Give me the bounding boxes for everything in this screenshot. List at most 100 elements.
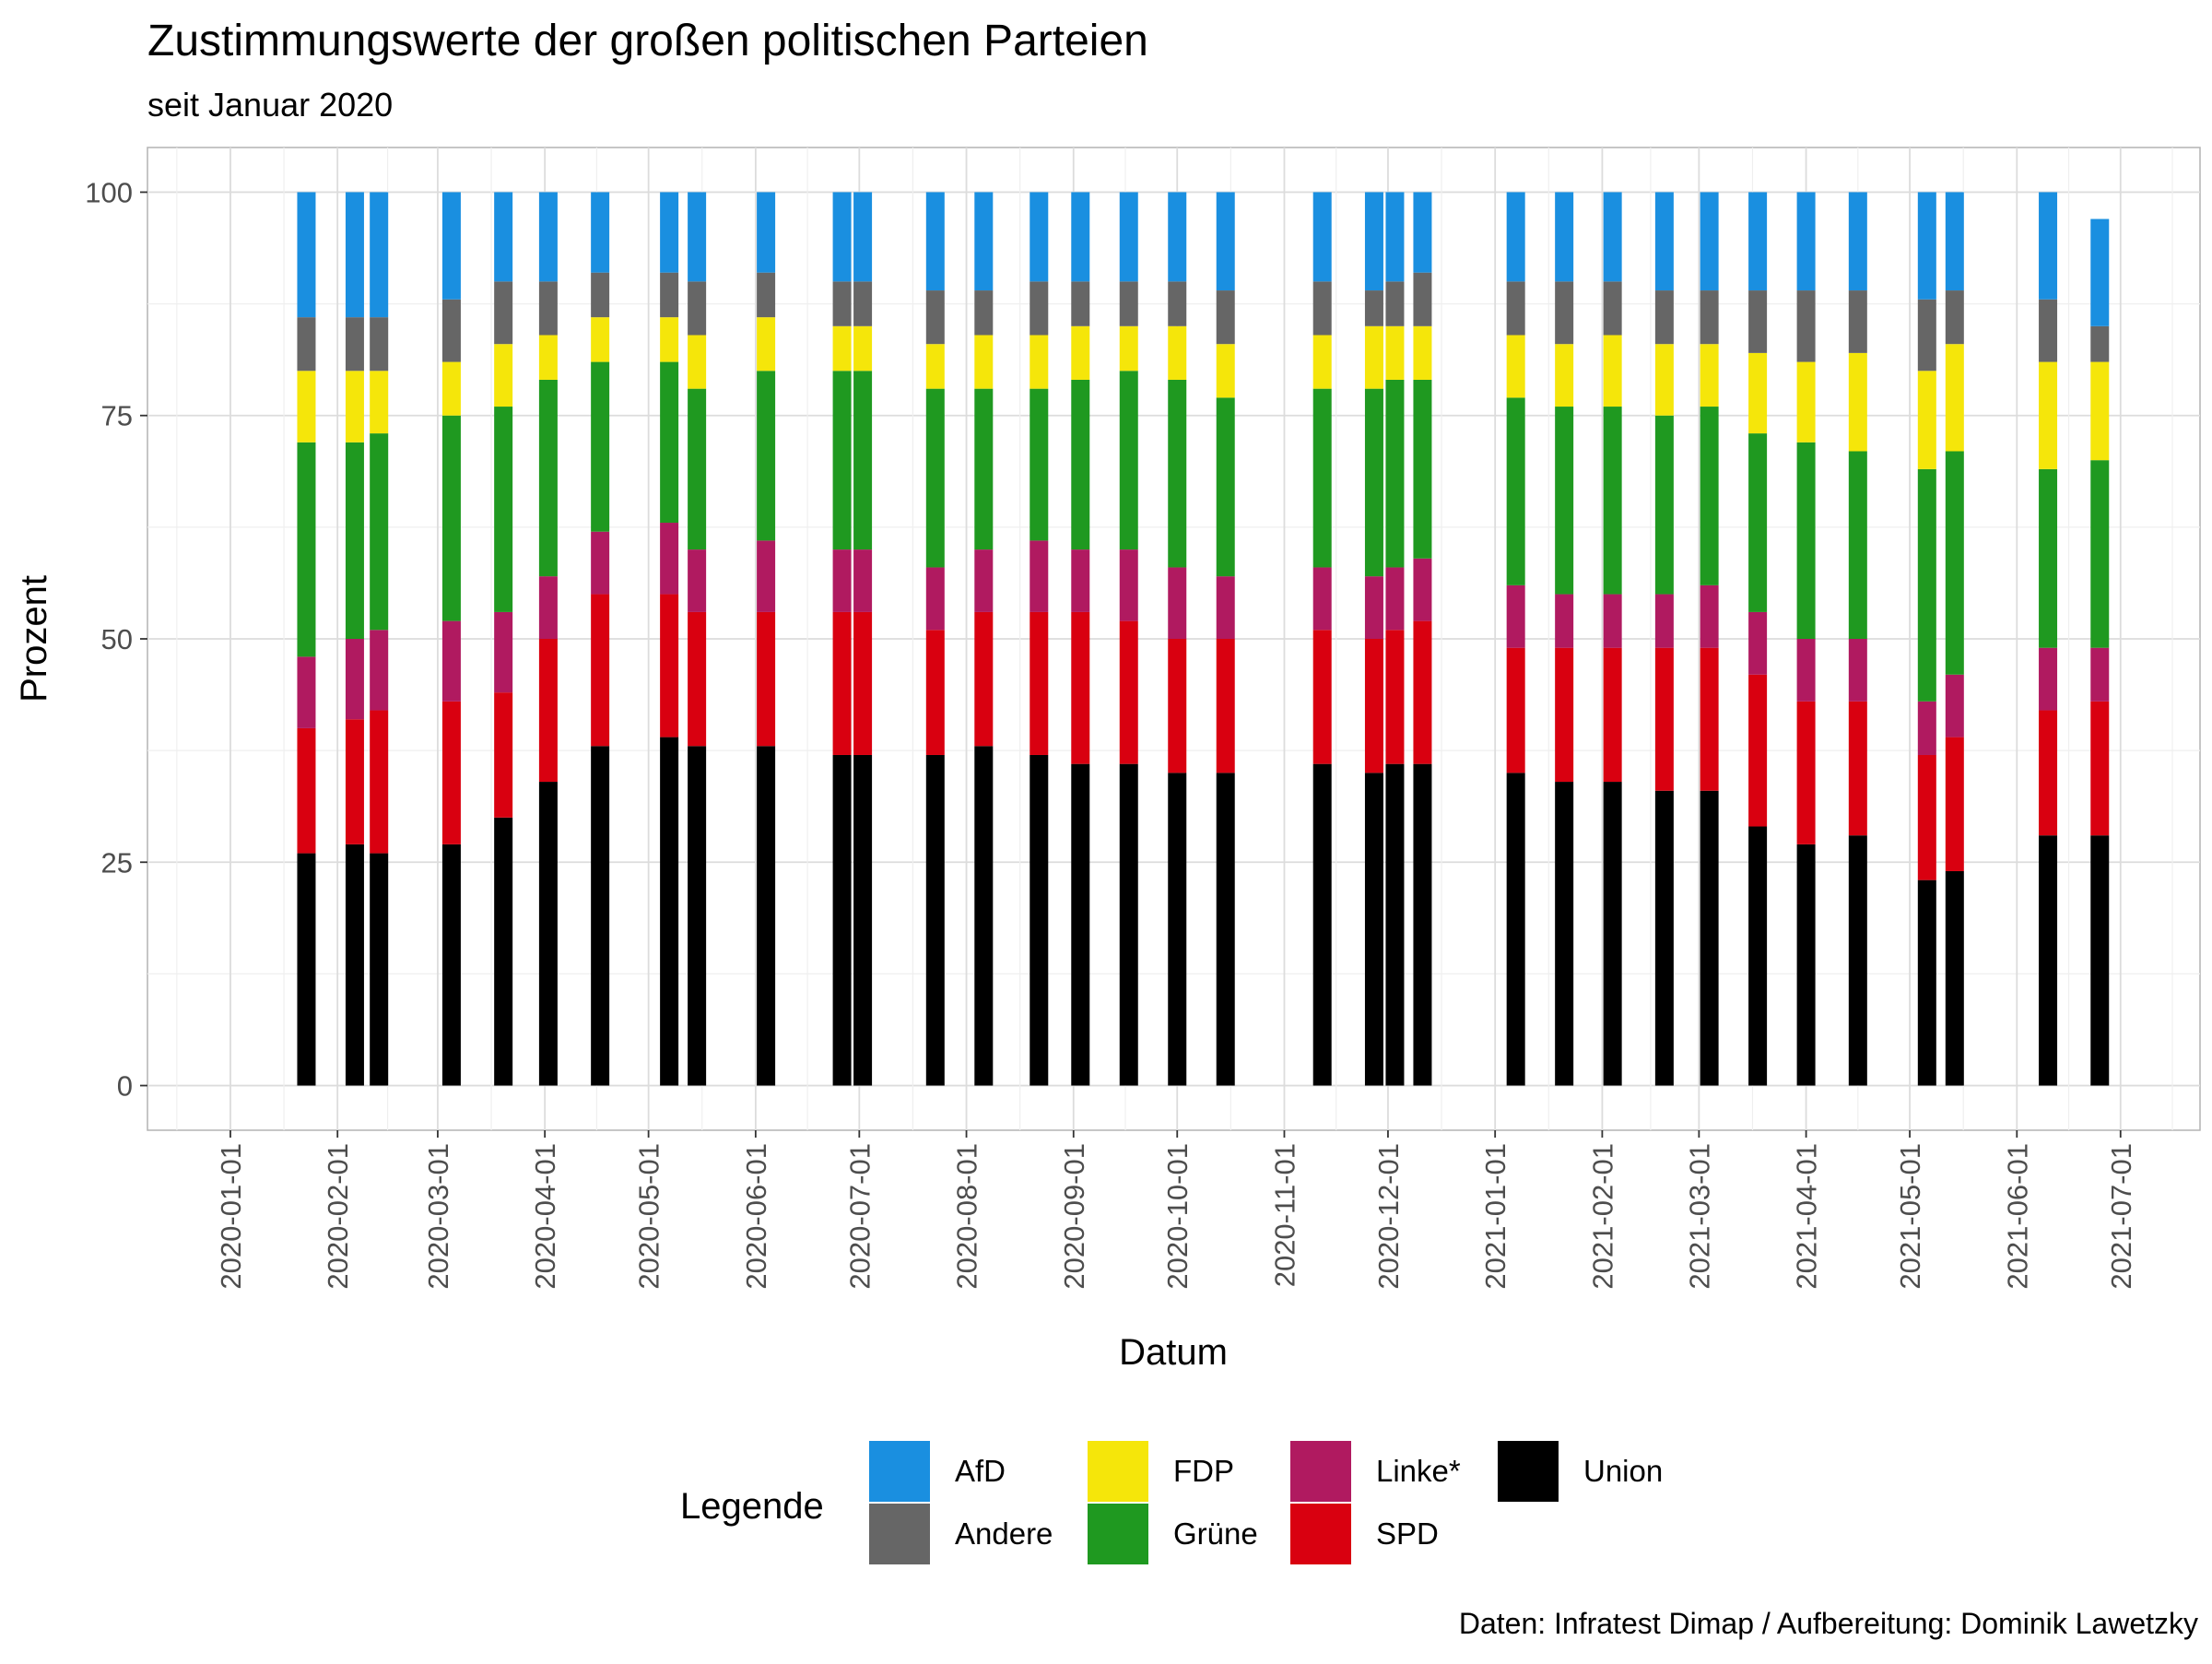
bar-andere-2020-02-13: [370, 317, 389, 372]
x-tick-label: 2020-10-01: [1161, 1143, 1194, 1290]
x-tick-label: 2020-12-01: [1372, 1143, 1405, 1290]
bar-linke-2021-04-01: [1796, 639, 1816, 702]
bar-union-2020-03-20: [494, 817, 513, 1086]
bar-grne-2020-03-20: [494, 407, 513, 612]
bar-union-2020-12-03: [1385, 763, 1405, 1086]
bar-grne-2020-04-02: [538, 379, 558, 577]
bar-union-2021-04-01: [1796, 844, 1816, 1086]
bar-spd-2020-07-23: [925, 630, 945, 755]
bar-grne-2020-06-26: [832, 371, 852, 550]
bar-union-2020-06-26: [832, 754, 852, 1086]
bar-spd-2020-08-06: [974, 611, 994, 747]
bar-grne-2021-05-06: [1917, 468, 1936, 702]
bar-andere-2021-06-25: [2090, 325, 2110, 362]
bar-grne-2020-09-17: [1119, 371, 1138, 550]
bar-linke-2021-03-04: [1700, 584, 1719, 648]
bar-spd-2020-02-06: [345, 719, 364, 844]
bar-fdp-2020-09-03: [1071, 325, 1090, 380]
bar-andere-2020-12-03: [1385, 281, 1405, 326]
bar-grne-2021-02-04: [1603, 407, 1622, 595]
bar-andere-2020-09-03: [1071, 281, 1090, 326]
bar-linke-2021-01-07: [1506, 584, 1525, 648]
y-tick-label: 25: [101, 846, 133, 879]
bar-spd-2021-02-04: [1603, 647, 1622, 783]
bar-andere-2021-02-19: [1654, 290, 1674, 345]
bar-grne-2021-03-18: [1748, 433, 1768, 612]
bar-andere-2021-01-21: [1555, 281, 1574, 345]
bar-fdp-2021-03-04: [1700, 344, 1719, 407]
bar-fdp-2021-05-06: [1917, 371, 1936, 469]
bar-grne-2020-03-05: [441, 415, 461, 621]
bar-spd-2020-07-02: [853, 611, 873, 755]
bar-fdp-2020-02-06: [345, 371, 364, 443]
bar-fdp-2020-06-04: [757, 317, 776, 372]
bar-fdp-2020-09-17: [1119, 325, 1138, 372]
bar-linke-2021-02-04: [1603, 594, 1622, 648]
bar-spd-2020-08-22: [1030, 611, 1049, 755]
bar-linke-2020-05-15: [688, 549, 707, 612]
x-tick-label: 2021-07-01: [2105, 1143, 2137, 1290]
bar-spd-2020-04-02: [538, 639, 558, 783]
legend-label: SPD: [1376, 1516, 1439, 1551]
legend-title: Legende: [680, 1486, 824, 1527]
bar-fdp-2021-06-10: [2039, 361, 2058, 469]
bar-afd-2021-05-06: [1917, 192, 1936, 300]
bar-spd-2020-06-26: [832, 611, 852, 755]
bar-linke-2020-05-07: [660, 523, 679, 595]
bar-andere-2020-05-15: [688, 281, 707, 336]
bar-grne-2021-01-07: [1506, 397, 1525, 585]
x-tick-label: 2020-07-01: [843, 1143, 876, 1290]
bar-afd-2020-02-13: [370, 192, 389, 318]
bar-spd-2020-12-03: [1385, 630, 1405, 764]
legend-label: Union: [1583, 1454, 1663, 1488]
bar-union-2021-01-07: [1506, 773, 1525, 1086]
bar-afd-2020-04-02: [538, 192, 558, 282]
bars-layer: [297, 192, 2110, 1086]
bar-union-2020-07-02: [853, 754, 873, 1086]
bar-afd-2020-10-01: [1168, 192, 1187, 282]
bar-spd-2020-09-17: [1119, 620, 1138, 764]
y-tick-label: 100: [85, 176, 133, 208]
bar-union-2020-04-17: [591, 746, 610, 1086]
bar-spd-2020-11-12: [1312, 630, 1332, 764]
chart-title: Zustimmungswerte der großen politischen …: [147, 17, 1148, 65]
bar-fdp-2020-01-23: [297, 371, 316, 443]
bar-linke-2020-04-17: [591, 531, 610, 595]
bar-linke-2020-10-15: [1216, 576, 1235, 639]
bar-union-2020-02-13: [370, 853, 389, 1086]
bar-linke-2020-04-02: [538, 576, 558, 639]
bar-union-2021-04-16: [1848, 835, 1867, 1086]
bar-afd-2020-10-15: [1216, 192, 1235, 291]
bar-fdp-2020-12-11: [1413, 325, 1432, 380]
bar-fdp-2021-01-07: [1506, 335, 1525, 398]
bar-grne-2021-04-16: [1848, 451, 1867, 639]
bar-grne-2020-05-07: [660, 361, 679, 524]
bar-fdp-2020-04-02: [538, 335, 558, 380]
bar-fdp-2020-07-23: [925, 344, 945, 389]
bar-union-2020-08-22: [1030, 754, 1049, 1086]
bar-afd-2021-06-25: [2090, 218, 2110, 326]
legend-key-spd: [1290, 1504, 1351, 1564]
bar-linke-2020-08-06: [974, 549, 994, 612]
bar-spd-2021-03-18: [1748, 674, 1768, 827]
bar-linke-2021-05-06: [1917, 701, 1936, 755]
bar-fdp-2020-06-26: [832, 325, 852, 372]
bar-grne-2020-08-22: [1030, 388, 1049, 541]
bar-afd-2020-03-20: [494, 192, 513, 282]
legend-label: AfD: [955, 1454, 1006, 1488]
bar-fdp-2020-03-20: [494, 344, 513, 407]
bar-fdp-2020-05-15: [688, 335, 707, 389]
bar-fdp-2020-11-12: [1312, 335, 1332, 389]
bar-fdp-2020-04-17: [591, 317, 610, 362]
axes-layer: 0 25 50 75 100 2020-01-01 2020-02-01 2020-03-01…: [85, 176, 2137, 1289]
legend-key-andere: [869, 1504, 930, 1564]
bar-andere-2020-04-02: [538, 281, 558, 336]
bar-spd-2021-05-14: [1945, 737, 1964, 871]
x-tick-label: 2021-02-01: [1586, 1143, 1618, 1290]
bar-linke-2021-02-19: [1654, 594, 1674, 648]
bar-linke-2020-11-12: [1312, 567, 1332, 631]
bar-afd-2020-01-23: [297, 192, 316, 318]
legend-label: Linke*: [1376, 1454, 1461, 1488]
bar-fdp-2020-10-15: [1216, 344, 1235, 398]
